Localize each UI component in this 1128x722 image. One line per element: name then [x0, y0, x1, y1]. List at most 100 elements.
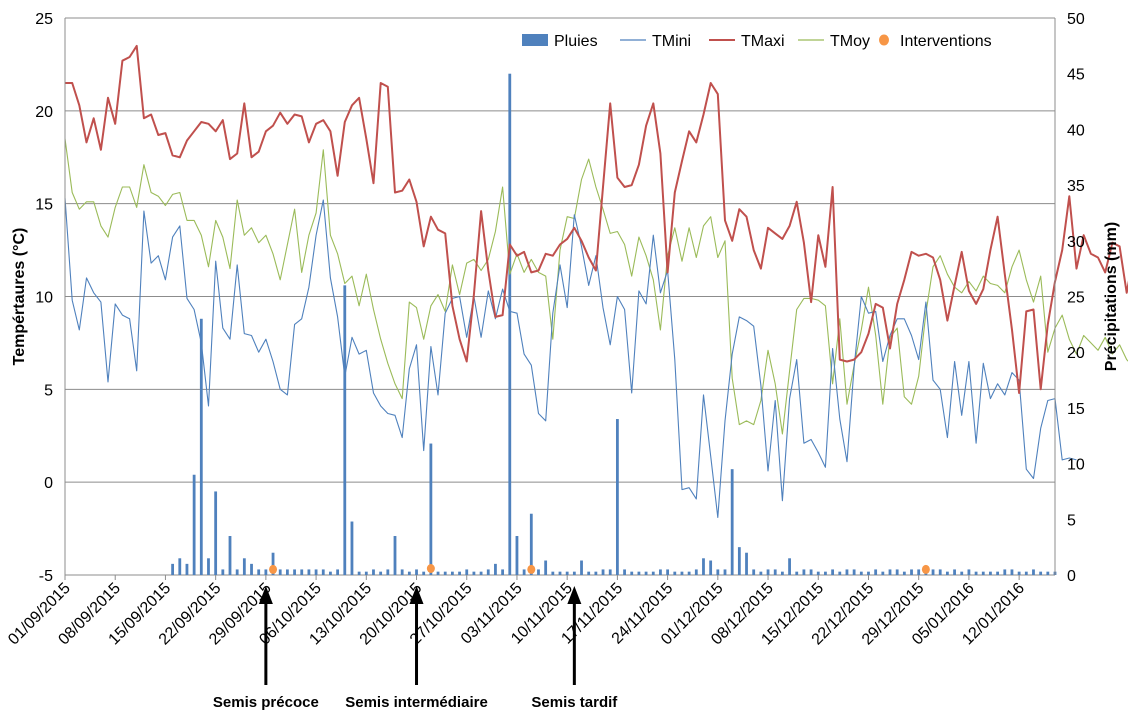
rain-bar: [666, 569, 670, 575]
rain-bar: [637, 571, 641, 575]
rain-bar: [515, 536, 519, 575]
legend-swatch-dot: [879, 34, 889, 46]
rain-bar: [1010, 569, 1014, 575]
rain-bar: [902, 571, 906, 575]
y-right-tick-label: 25: [1067, 290, 1085, 307]
rain-bar: [472, 571, 476, 575]
rain-bar: [221, 569, 225, 575]
y-left-tick-label: 15: [35, 197, 53, 214]
rain-bar: [766, 569, 770, 575]
y-left-tick-label: 10: [35, 290, 53, 307]
rain-bar: [508, 73, 512, 575]
y-right-tick-label: 35: [1067, 178, 1085, 195]
rain-bar: [974, 571, 978, 575]
rain-bar: [745, 552, 748, 575]
rain-bar: [321, 569, 325, 575]
legend-item: TMaxi: [709, 33, 785, 50]
legend-label: Pluies: [554, 33, 598, 50]
rain-bar: [443, 571, 447, 575]
rain-bar: [895, 569, 899, 575]
rain-bar: [615, 419, 619, 575]
rain-bar: [537, 569, 540, 575]
y-right-tick-label: 20: [1067, 345, 1085, 362]
rain-bar: [228, 536, 232, 575]
intervention-markers: [269, 564, 930, 574]
rain-bar: [795, 571, 799, 575]
legend-item: Interventions: [879, 33, 992, 50]
legend-item: TMini: [620, 33, 691, 50]
rain-bar: [407, 571, 411, 575]
rain-bar: [192, 474, 196, 575]
rain-bar: [185, 563, 189, 575]
rain-bar: [910, 569, 913, 575]
y-right-tick-label: 0: [1067, 568, 1076, 585]
rain-bar: [329, 571, 332, 575]
rain-bar: [565, 571, 569, 575]
rain-bar: [623, 569, 626, 575]
rain-bar: [1024, 571, 1028, 575]
rain-bar: [816, 571, 820, 575]
rain-bar: [572, 571, 576, 575]
rain-bar: [293, 569, 296, 575]
rain-bar: [343, 285, 347, 575]
annotation-arrow: Semis intermédiaire: [345, 586, 488, 711]
y-right-tick-label: 45: [1067, 67, 1085, 84]
rain-bar: [250, 563, 253, 575]
rain-bar: [580, 560, 583, 575]
y-right-tick-label: 30: [1067, 234, 1085, 251]
rain-bar: [788, 558, 791, 575]
rain-bar: [938, 569, 942, 575]
rain-bar: [773, 569, 777, 575]
rain-bar: [644, 571, 648, 575]
rain-bar: [802, 569, 806, 575]
rain-bar: [702, 558, 705, 575]
rain-bar: [558, 571, 562, 575]
rain-bar: [673, 571, 677, 575]
rain-bar: [242, 558, 246, 575]
rain-bar: [1046, 571, 1050, 575]
rain-bar: [852, 569, 856, 575]
rain-bar: [1039, 571, 1043, 575]
rain-bar: [960, 571, 964, 575]
rain-bar: [931, 569, 935, 575]
rain-bar: [336, 569, 340, 575]
rain-bar: [831, 569, 835, 575]
legend-label: TMoy: [830, 33, 870, 50]
y-right-tick-label: 5: [1067, 512, 1076, 529]
intervention-marker: [921, 564, 930, 574]
rain-bar: [393, 536, 397, 575]
rain-bar: [415, 569, 418, 575]
rain-bar: [981, 571, 985, 575]
rain-bar: [207, 558, 210, 575]
rain-bar: [845, 569, 849, 575]
rain-bar: [422, 571, 426, 575]
axes: -505101520250510152025303540455001/09/20…: [5, 11, 1120, 648]
rain-bar: [752, 569, 756, 575]
legend-label: Interventions: [900, 33, 992, 50]
rain-bar: [278, 569, 282, 575]
y-left-tick-label: 20: [35, 104, 53, 121]
y-right-tick-label: 40: [1067, 122, 1085, 139]
rain-bar: [888, 569, 892, 575]
rain-bar: [1003, 569, 1007, 575]
rain-bar: [874, 569, 878, 575]
legend-label: TMini: [652, 33, 691, 50]
y-right-axis-title: Précipitations (mm): [1103, 222, 1120, 371]
annotation-arrow: Semis précoce: [213, 586, 319, 711]
rain-bar: [494, 563, 497, 575]
rain-bar: [372, 569, 375, 575]
intervention-marker: [269, 564, 278, 574]
legend-swatch-bar: [522, 34, 548, 46]
annotations: Semis précoce Semis intermédiaire Semis ta…: [213, 586, 618, 711]
rain-bar: [730, 469, 734, 575]
rain-bar: [867, 571, 870, 575]
rain-bar: [307, 569, 311, 575]
rain-bar: [522, 569, 526, 575]
rain-bar: [1032, 569, 1035, 575]
rain-bar: [608, 569, 612, 575]
y-left-tick-label: -5: [39, 568, 53, 585]
rain-bar: [214, 491, 218, 575]
rain-bar: [594, 571, 598, 575]
rain-bar: [450, 571, 454, 575]
rain-bar: [680, 571, 684, 575]
